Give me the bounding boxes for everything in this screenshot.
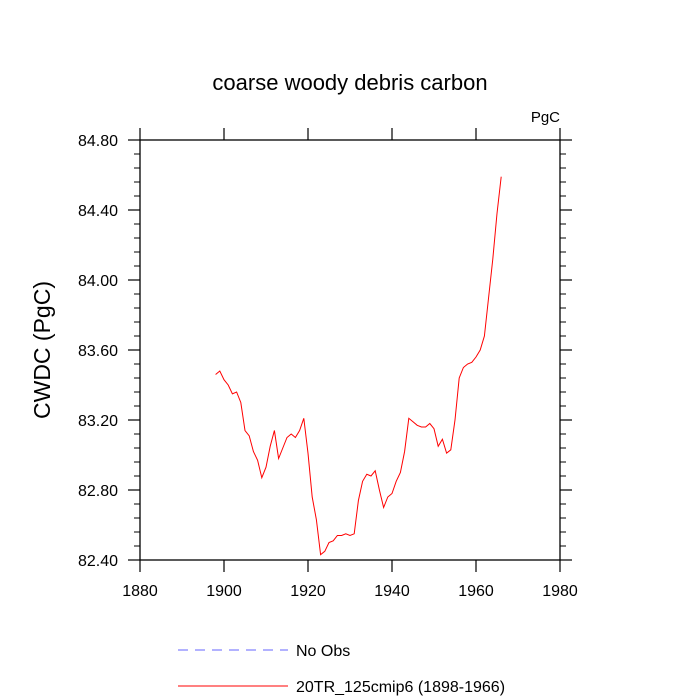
series-lines xyxy=(215,176,502,556)
x-tick-label: 1920 xyxy=(290,583,326,600)
y-tick-label: 82.40 xyxy=(78,553,118,570)
y-tick-label: 83.60 xyxy=(78,343,118,360)
legend-label: No Obs xyxy=(296,643,350,660)
units-label: PgC xyxy=(531,109,560,126)
series-line xyxy=(215,176,502,556)
axis-ticks xyxy=(128,128,572,572)
y-tick-labels: 82.40 82.80 83.20 83.60 84.00 84.40 84.80 xyxy=(78,133,118,570)
y-tick-label: 84.00 xyxy=(78,273,118,290)
y-tick-label: 84.80 xyxy=(78,133,118,150)
x-tick-label: 1880 xyxy=(122,583,158,600)
x-tick-label: 1980 xyxy=(542,583,578,600)
legend-label: 20TR_125cmip6 (1898-1966) xyxy=(296,679,505,696)
y-tick-label: 83.20 xyxy=(78,413,118,430)
y-tick-label: 84.40 xyxy=(78,203,118,220)
y-axis-label: CWDC (PgC) xyxy=(29,281,55,419)
x-tick-label: 1940 xyxy=(374,583,410,600)
x-tick-labels: 1880 1900 1920 1940 1960 1980 xyxy=(122,583,578,600)
x-tick-label: 1900 xyxy=(206,583,242,600)
y-tick-label: 82.80 xyxy=(78,483,118,500)
legend: No Obs 20TR_125cmip6 (1898-1966) xyxy=(178,643,505,696)
x-tick-label: 1960 xyxy=(458,583,494,600)
plot-frame xyxy=(139,139,561,561)
chart-title: coarse woody debris carbon xyxy=(212,70,487,95)
